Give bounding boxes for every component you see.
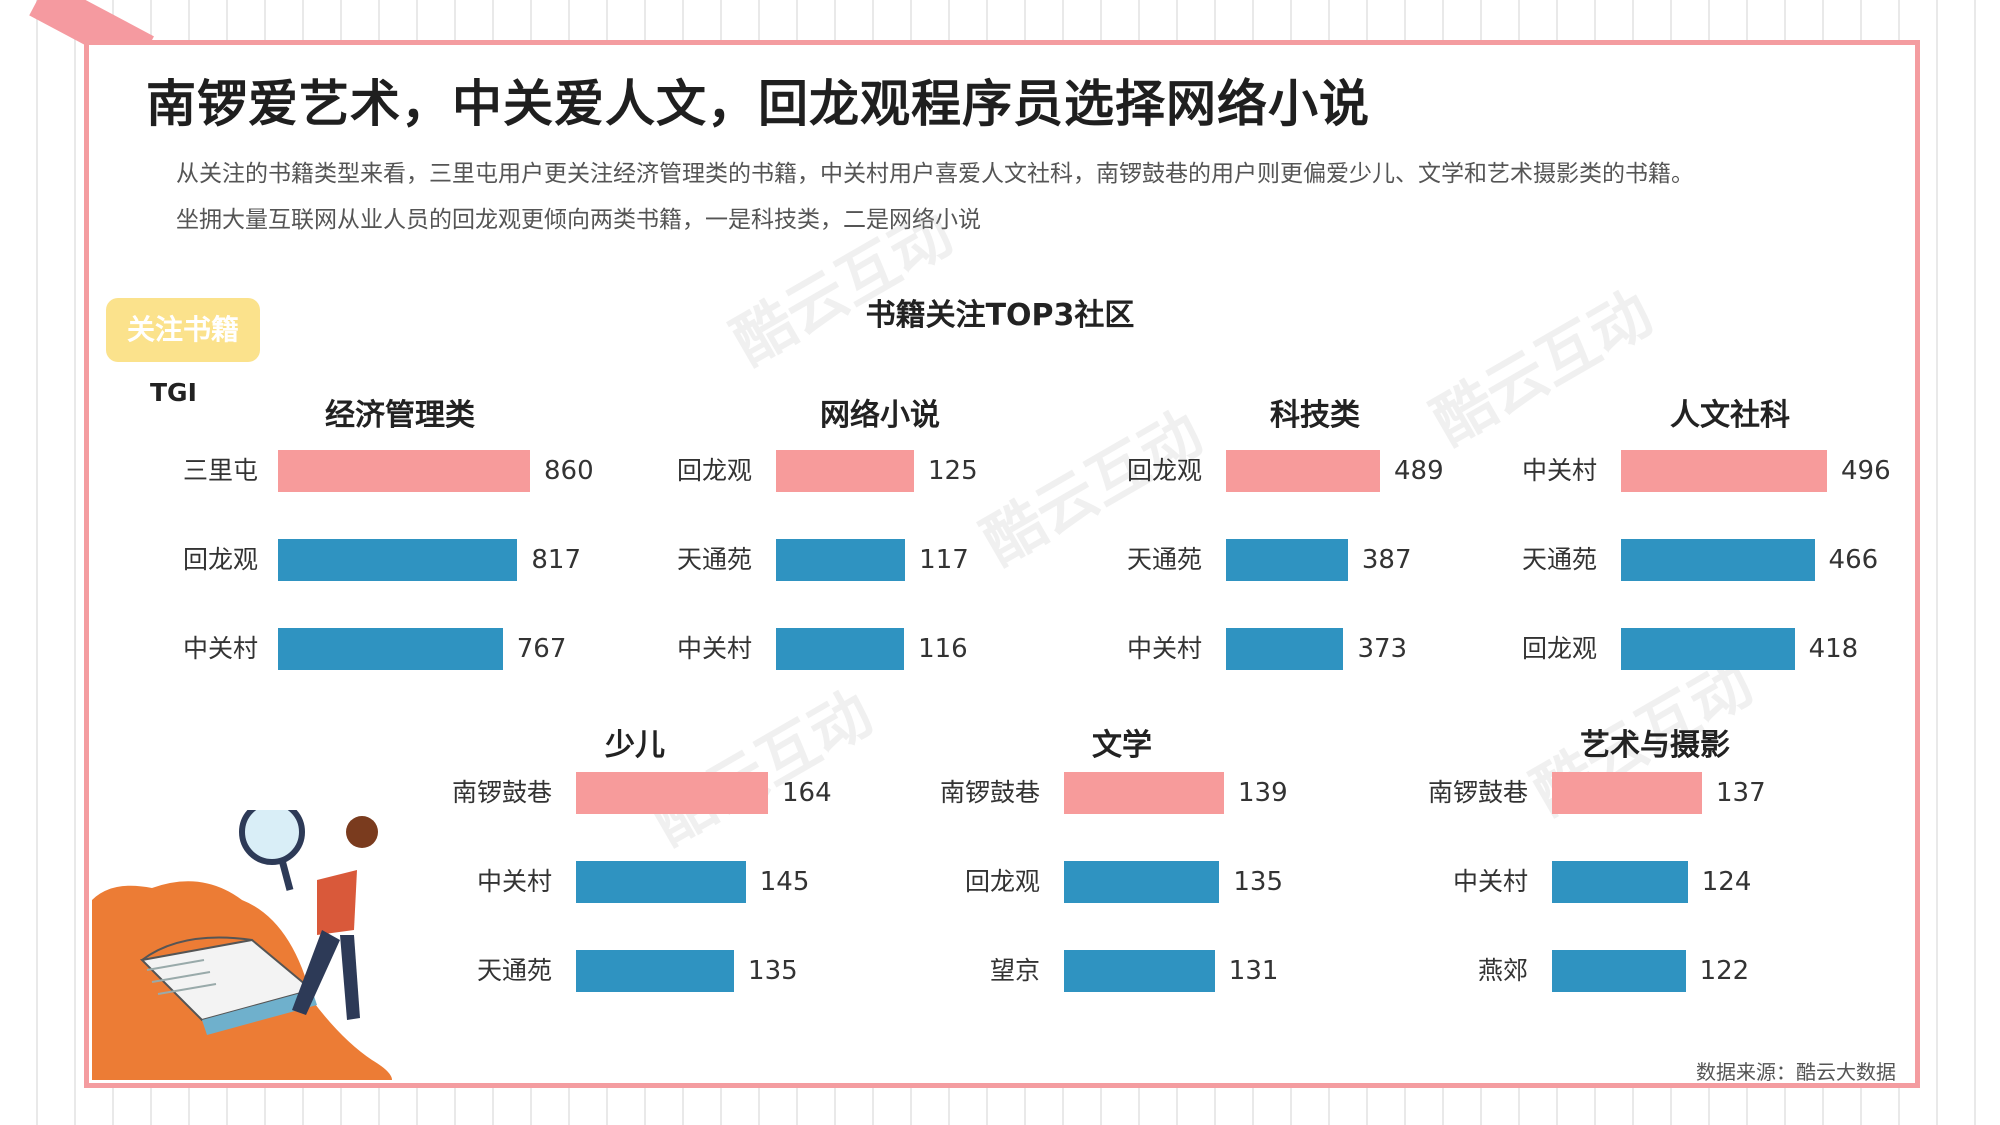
bar xyxy=(1064,772,1224,814)
bar xyxy=(1552,772,1702,814)
description-line-1: 从关注的书籍类型来看，三里屯用户更关注经济管理类的书籍，中关村用户喜爱人文社科，… xyxy=(176,161,1694,187)
bar xyxy=(1621,450,1827,492)
tick-label: 回龙观 xyxy=(964,867,1040,896)
data-label: 125 xyxy=(928,456,978,486)
panel-title: 文学 xyxy=(1092,728,1152,763)
data-label: 122 xyxy=(1699,956,1750,986)
bar xyxy=(1226,539,1348,581)
tick-label: 望京 xyxy=(989,956,1040,985)
data-label: 135 xyxy=(748,956,798,986)
data-label: 117 xyxy=(919,545,969,575)
tick-label: 中关村 xyxy=(1452,867,1528,896)
tick-label: 南锣鼓巷 xyxy=(1427,778,1528,807)
data-source: 数据来源：酷云大数据 xyxy=(1696,1060,1896,1084)
data-label: 139 xyxy=(1238,778,1288,808)
panel-title: 经济管理类 xyxy=(325,398,475,433)
data-label: 387 xyxy=(1361,545,1412,575)
bar xyxy=(278,450,530,492)
panel-title: 少儿 xyxy=(605,728,665,763)
panel-title: 科技类 xyxy=(1270,398,1360,433)
panel-title: 网络小说 xyxy=(820,398,940,433)
bar xyxy=(1552,950,1686,992)
bar xyxy=(576,772,768,814)
tick-label: 南锣鼓巷 xyxy=(451,778,552,807)
data-label: 418 xyxy=(1808,634,1859,664)
tick-label: 中关村 xyxy=(1521,456,1597,485)
tick-label: 天通苑 xyxy=(476,956,552,985)
chart-title: 书籍关注TOP3社区 xyxy=(865,298,1135,333)
data-label: 817 xyxy=(531,545,582,575)
data-label: 466 xyxy=(1828,545,1879,575)
data-label: 489 xyxy=(1394,456,1444,486)
bar xyxy=(1621,539,1815,581)
data-label: 116 xyxy=(918,634,968,664)
data-label: 137 xyxy=(1716,778,1766,808)
panel-title: 艺术与摄影 xyxy=(1580,728,1730,763)
tick-label: 回龙观 xyxy=(1126,456,1202,485)
tick-label: 回龙观 xyxy=(676,456,752,485)
bar xyxy=(1064,861,1220,903)
bar xyxy=(1064,950,1215,992)
tick-label: 天通苑 xyxy=(1126,545,1202,574)
tick-label: 中关村 xyxy=(1126,634,1202,663)
category-tag: 关注书籍 xyxy=(106,298,260,362)
bar xyxy=(1226,628,1344,670)
tick-label: 天通苑 xyxy=(676,545,752,574)
data-label: 164 xyxy=(782,778,832,808)
bar xyxy=(776,628,905,670)
tick-label: 三里屯 xyxy=(182,456,258,485)
bar xyxy=(1552,861,1688,903)
tgi-label: TGI xyxy=(150,378,197,407)
data-label: 145 xyxy=(759,867,810,897)
data-label: 860 xyxy=(544,456,594,486)
bar xyxy=(1226,450,1380,492)
bar xyxy=(776,450,914,492)
bar xyxy=(576,950,735,992)
data-label: 135 xyxy=(1233,867,1284,897)
data-label: 496 xyxy=(1841,456,1891,486)
tick-label: 中关村 xyxy=(676,634,752,663)
panel-title: 人文社科 xyxy=(1670,398,1790,433)
tick-label: 回龙观 xyxy=(182,545,258,574)
data-label: 131 xyxy=(1228,956,1279,986)
bar xyxy=(1621,628,1795,670)
page-title: 南锣爱艺术，中关爱人文，回龙观程序员选择网络小说 xyxy=(146,75,1370,133)
data-label: 124 xyxy=(1701,867,1752,897)
tick-label: 燕郊 xyxy=(1477,956,1528,985)
bar xyxy=(278,628,503,670)
description-line-2: 坐拥大量互联网从业人员的回龙观更倾向两类书籍，一是科技类，二是网络小说 xyxy=(176,207,981,233)
bar xyxy=(576,861,746,903)
reading-illustration-icon xyxy=(92,810,392,1080)
tick-label: 回龙观 xyxy=(1521,634,1597,663)
tick-label: 南锣鼓巷 xyxy=(939,778,1040,807)
data-label: 373 xyxy=(1357,634,1408,664)
tick-label: 天通苑 xyxy=(1521,545,1597,574)
tick-label: 中关村 xyxy=(182,634,258,663)
data-label: 767 xyxy=(516,634,567,664)
bar xyxy=(278,539,518,581)
bar xyxy=(776,539,906,581)
tick-label: 中关村 xyxy=(476,867,552,896)
